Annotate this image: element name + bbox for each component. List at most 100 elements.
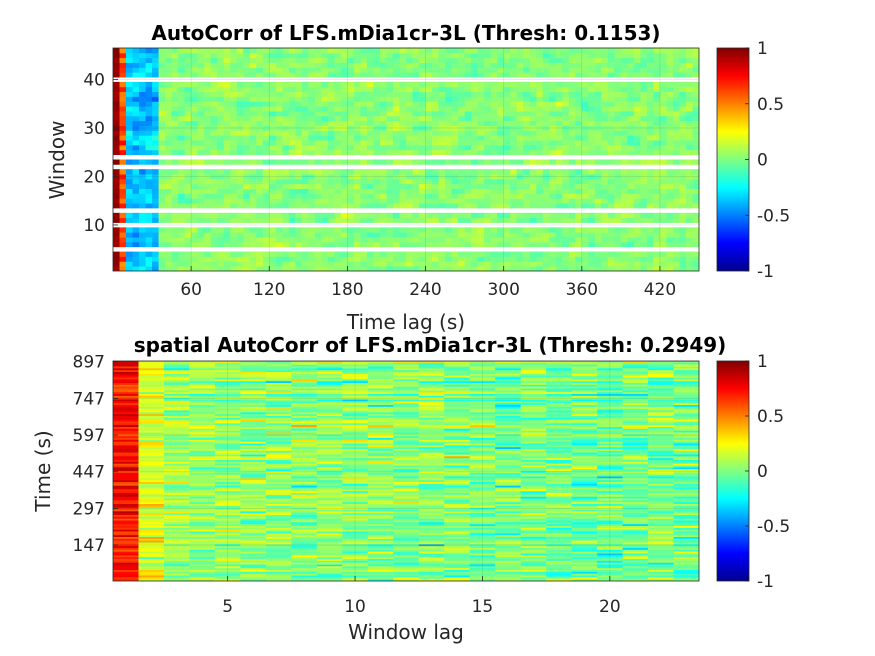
autocorr-cell xyxy=(321,193,329,199)
autocorr-cell xyxy=(484,106,492,112)
autocorr-cell xyxy=(653,251,661,257)
autocorr-cell xyxy=(666,144,674,151)
spatial-cell xyxy=(367,465,394,468)
autocorr-cell xyxy=(425,237,433,243)
autocorr-cell xyxy=(419,198,426,204)
autocorr-cell xyxy=(666,140,674,146)
autocorr-cell xyxy=(445,256,452,262)
autocorr-cell xyxy=(275,241,283,248)
autocorr-cell xyxy=(659,101,667,107)
autocorr-cell xyxy=(529,52,537,59)
spatial-cell xyxy=(673,361,699,364)
autocorr-cell xyxy=(659,169,667,175)
autocorr-cell xyxy=(555,144,563,151)
autocorr-cell xyxy=(119,111,127,117)
autocorr-cell xyxy=(288,227,296,233)
autocorr-cell xyxy=(288,62,296,68)
spatial-cell xyxy=(214,372,241,375)
autocorr-cell xyxy=(119,57,127,63)
autocorr-cell xyxy=(627,227,635,233)
autocorr-cell xyxy=(438,251,446,257)
autocorr-cell xyxy=(438,140,446,146)
autocorr-cell xyxy=(432,72,439,78)
autocorr-cell xyxy=(581,198,589,204)
spatial-cell xyxy=(265,399,292,402)
autocorr-cell xyxy=(516,72,524,78)
spatial-cell xyxy=(648,388,674,391)
autocorr-cell xyxy=(497,256,505,262)
autocorr-cell xyxy=(184,198,192,204)
autocorr-cell xyxy=(490,237,498,243)
autocorr-cell xyxy=(204,251,212,257)
spatial-cell xyxy=(648,465,674,468)
autocorr-cell xyxy=(249,174,257,180)
spatial-cell xyxy=(673,406,699,410)
autocorr-cell xyxy=(126,241,133,248)
spatial-cell xyxy=(571,416,598,419)
autocorr-cell xyxy=(236,227,244,233)
autocorr-cell xyxy=(627,193,635,199)
autocorr-cell xyxy=(516,96,524,102)
autocorr-cell xyxy=(581,149,589,156)
autocorr-cell xyxy=(184,48,192,54)
spatial-cell xyxy=(342,394,369,397)
autocorr-cell xyxy=(503,135,511,141)
autocorr-cell xyxy=(614,140,622,146)
spatial-cell xyxy=(367,368,394,371)
spatial-cell xyxy=(138,443,165,446)
autocorr-cell xyxy=(523,130,531,136)
autocorr-cell xyxy=(139,256,146,262)
autocorr-cell xyxy=(256,130,264,136)
autocorr-cell xyxy=(419,120,426,126)
autocorr-cell xyxy=(477,62,485,68)
autocorr-cell xyxy=(646,96,654,102)
spatial-cell xyxy=(444,427,471,430)
autocorr-cell xyxy=(262,198,270,204)
autocorr-cell xyxy=(275,111,283,117)
spatial-cell xyxy=(520,450,547,454)
autocorr-cell xyxy=(412,261,420,267)
autocorr-cell xyxy=(379,217,387,223)
autocorr-cell xyxy=(366,212,374,219)
autocorr-cell xyxy=(327,178,335,185)
autocorr-cell xyxy=(653,57,661,63)
autocorr-cell xyxy=(588,96,596,102)
autocorr-cell xyxy=(659,57,667,63)
autocorr-cell xyxy=(392,174,400,180)
spatial-cell xyxy=(393,362,420,366)
autocorr-cell xyxy=(620,130,628,136)
autocorr-cell xyxy=(321,67,329,73)
autocorr-cell xyxy=(490,101,498,107)
spatial-heatmap xyxy=(113,361,699,581)
spatial-cell xyxy=(418,392,445,395)
autocorr-cell xyxy=(236,217,244,223)
autocorr-cell xyxy=(204,256,212,262)
spatial-cell xyxy=(393,372,420,375)
autocorr-cell xyxy=(614,261,622,267)
autocorr-cell xyxy=(230,91,238,97)
autocorr-cell xyxy=(275,261,283,267)
spatial-cell xyxy=(597,412,623,415)
autocorr-cell xyxy=(503,67,511,73)
autocorr-cell xyxy=(210,183,218,189)
autocorr-cell xyxy=(412,106,420,112)
autocorr-cell xyxy=(679,178,687,185)
autocorr-cell xyxy=(191,140,199,146)
autocorr-cell xyxy=(692,193,699,199)
autocorr-cell xyxy=(379,241,387,248)
autocorr-cell xyxy=(314,72,322,78)
autocorr-cell xyxy=(646,241,654,248)
autocorr-cell xyxy=(204,261,212,267)
autocorr-cell xyxy=(419,67,426,73)
autocorr-cell xyxy=(119,237,127,243)
autocorr-cell xyxy=(217,217,225,223)
autocorr-cell xyxy=(406,125,413,131)
autocorr-cell xyxy=(451,81,459,88)
autocorr-cell xyxy=(685,106,693,112)
autocorr-cell xyxy=(113,149,120,156)
autocorr-cell xyxy=(360,57,368,63)
autocorr-cell xyxy=(158,96,166,102)
spatial-cell xyxy=(265,386,292,389)
autocorr-cell xyxy=(321,256,329,262)
autocorr-cell xyxy=(249,203,257,209)
